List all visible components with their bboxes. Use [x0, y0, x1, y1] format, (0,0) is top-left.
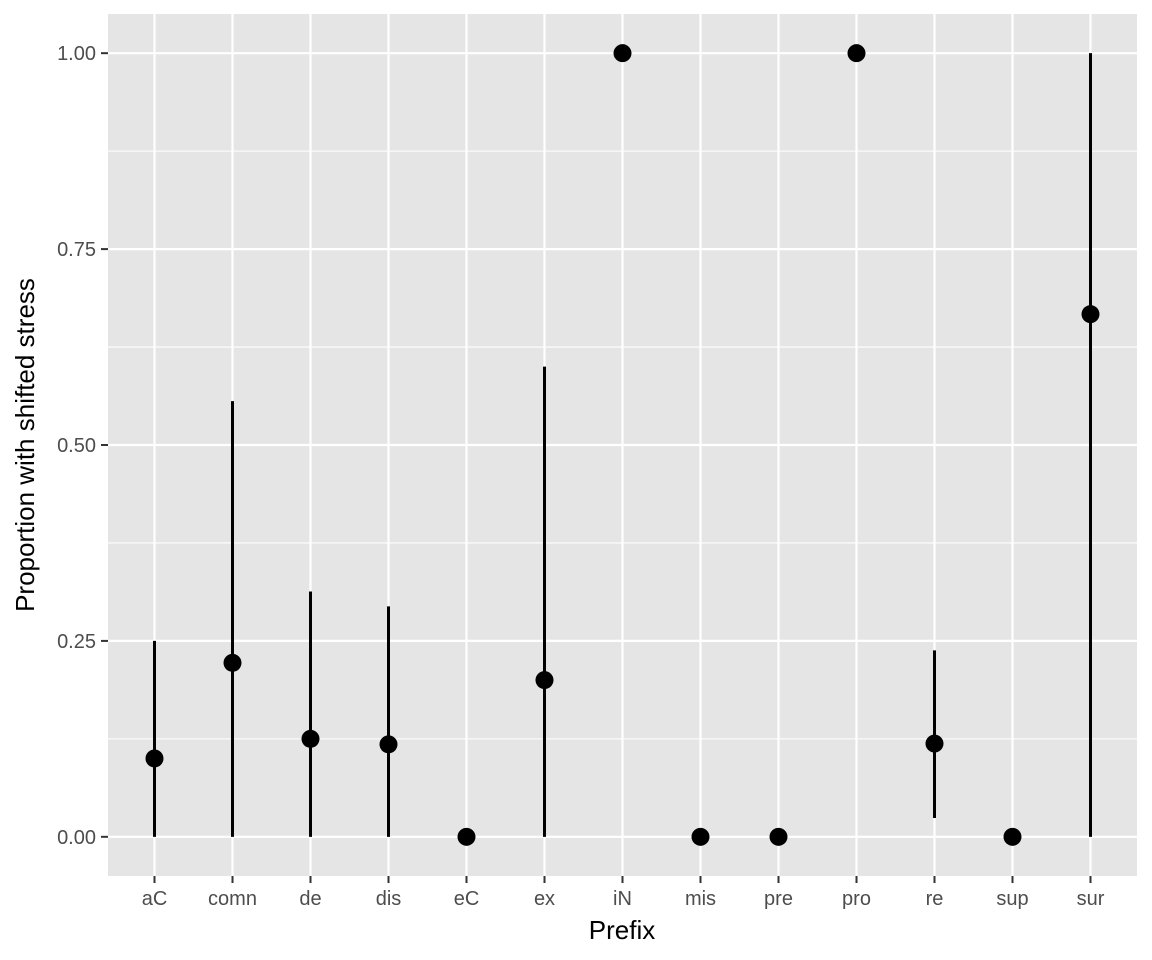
x-tick-label: pro	[842, 888, 871, 910]
x-tick-label: comn	[208, 888, 257, 910]
data-point	[145, 749, 164, 768]
x-tick-label: dis	[376, 888, 402, 910]
data-point	[691, 827, 710, 846]
x-tick-label: de	[299, 888, 321, 910]
x-tick-label: sur	[1077, 888, 1105, 910]
x-tick-label: ex	[534, 888, 555, 910]
data-point	[613, 44, 632, 63]
y-axis: 0.00 0.25 0.50 0.75 1.00	[57, 43, 108, 849]
data-point	[769, 827, 788, 846]
y-tick-label: 0.00	[57, 827, 96, 849]
x-tick-label: iN	[613, 888, 632, 910]
data-point	[925, 734, 944, 753]
y-tick-label: 1.00	[57, 43, 96, 65]
x-tick-label: re	[926, 888, 944, 910]
x-tick-label: eC	[454, 888, 480, 910]
data-point	[1081, 305, 1100, 324]
y-axis-title: Proportion with shifted stress	[10, 278, 40, 612]
data-point	[457, 827, 476, 846]
data-point	[1003, 827, 1022, 846]
x-tick-label: sup	[996, 888, 1028, 910]
data-marks	[145, 44, 1100, 846]
x-tick-label: pre	[764, 888, 793, 910]
data-point	[223, 653, 242, 672]
x-tick-label: mis	[685, 888, 716, 910]
x-axis-title: Prefix	[589, 915, 655, 945]
data-point	[301, 729, 320, 748]
y-tick-label: 0.50	[57, 435, 96, 457]
x-axis: aC comn de dis eC ex iN mis pre pro re sup sur	[142, 876, 1105, 910]
y-tick-label: 0.25	[57, 631, 96, 653]
x-tick-label: aC	[142, 888, 168, 910]
y-tick-label: 0.75	[57, 239, 96, 261]
data-point	[847, 44, 866, 63]
data-point	[535, 671, 554, 690]
data-point	[379, 735, 398, 754]
